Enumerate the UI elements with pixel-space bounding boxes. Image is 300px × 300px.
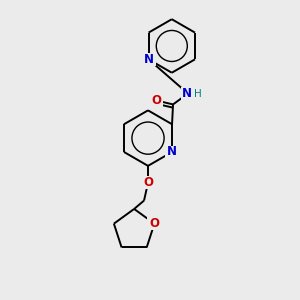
Text: H: H <box>194 88 202 98</box>
FancyBboxPatch shape <box>142 53 156 66</box>
FancyBboxPatch shape <box>193 88 203 100</box>
Text: O: O <box>151 94 161 107</box>
Text: N: N <box>182 87 192 100</box>
FancyBboxPatch shape <box>141 176 155 189</box>
Text: N: N <box>167 146 177 158</box>
Text: N: N <box>144 53 154 66</box>
Text: O: O <box>143 176 153 189</box>
FancyBboxPatch shape <box>149 94 163 107</box>
Text: O: O <box>149 217 159 230</box>
FancyBboxPatch shape <box>181 87 195 100</box>
FancyBboxPatch shape <box>148 217 161 230</box>
FancyBboxPatch shape <box>165 146 179 158</box>
